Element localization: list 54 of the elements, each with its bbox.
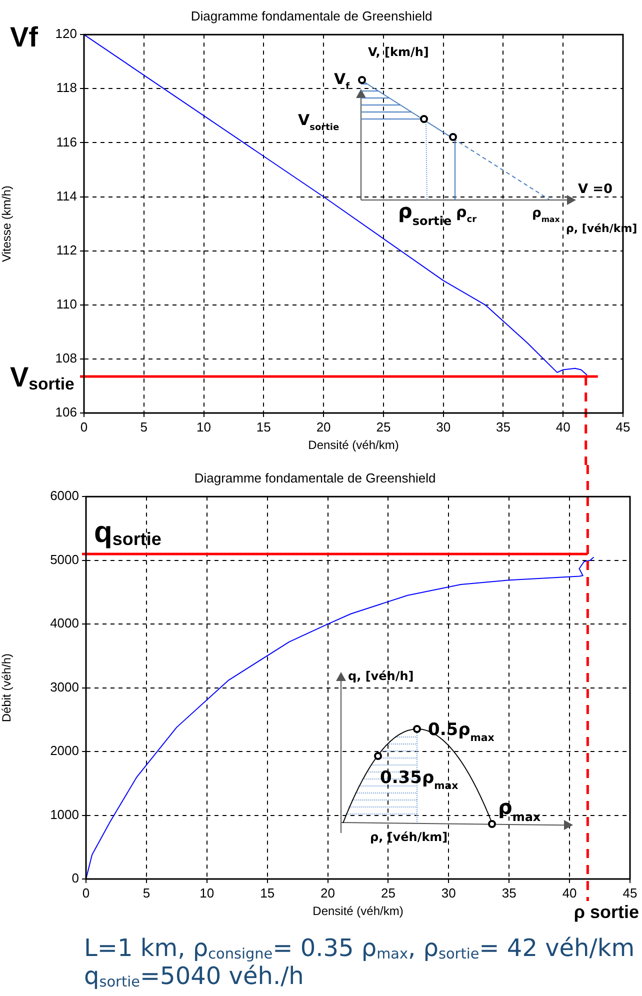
y-tick-label: 3000 <box>50 679 79 694</box>
y-tick-label: 118 <box>56 80 77 96</box>
annotation: ρ$_{max}$ <box>532 206 560 224</box>
x-tick-label: 40 <box>562 885 577 900</box>
x-tick-label: 45 <box>616 419 630 434</box>
x-tick-label: 15 <box>260 885 275 900</box>
x-tick-label: 5 <box>140 419 148 434</box>
x-tick-label: 45 <box>622 885 638 900</box>
y-tick-label: 108 <box>55 350 77 366</box>
x-tick-label: 5 <box>142 885 150 900</box>
x-tick-label: 35 <box>502 885 516 900</box>
annotation: ρ, [véh/km] <box>370 830 448 844</box>
x-tick-label: 15 <box>256 419 271 434</box>
x-tick-label: 30 <box>436 419 451 434</box>
x-tick-label: 20 <box>320 885 336 900</box>
y-tick-label: 0 <box>72 870 79 886</box>
y-tick-label: 116 <box>56 134 77 150</box>
x-tick-label: 10 <box>200 885 214 900</box>
x-tick-label: 25 <box>380 885 396 900</box>
annotation: V =0 <box>578 182 613 197</box>
x-tick-label: 30 <box>441 885 456 900</box>
y-tick-label: 1000 <box>50 806 79 822</box>
annotation: V, [km/h] <box>368 45 429 59</box>
x-tick-label: 0 <box>82 885 90 900</box>
y-tick-label: 5000 <box>50 552 79 567</box>
y-axis-title: Vitesse (km/h) <box>0 186 14 262</box>
x-tick-label: 20 <box>316 419 331 434</box>
y-tick-label: 114 <box>56 188 77 204</box>
annotation: V$_{f}$ <box>334 70 350 92</box>
x-tick-label: 40 <box>556 419 570 434</box>
y-tick-label: 4000 <box>50 616 79 631</box>
y-tick-label: 112 <box>56 242 77 258</box>
annotation: ρ$_{sortie}$ <box>398 199 452 228</box>
y-tick-label: 106 <box>55 404 77 420</box>
annotation: Vf <box>10 22 39 53</box>
x-axis-title: Densité (véh/km) <box>308 438 399 452</box>
x-tick-label: 35 <box>496 419 510 434</box>
y-tick-label: 120 <box>55 26 77 42</box>
annotation: q, [véh/h] <box>348 669 414 683</box>
y-tick-label: 110 <box>56 296 77 312</box>
chart-title: Diagramme fondamentale de Greenshield <box>194 470 436 486</box>
ref-line-label: qsortie <box>94 516 162 549</box>
chart-title: Diagramme fondamentale de Greenshield <box>190 8 432 24</box>
y-tick-label: 6000 <box>50 488 79 504</box>
x-tick-label: 10 <box>196 419 212 434</box>
y-tick-label: 2000 <box>50 743 79 758</box>
x-tick-label: 25 <box>376 419 391 434</box>
y-axis-title: Débit (véh/h) <box>0 653 14 722</box>
x-axis-title: Densité (véh/km) <box>312 904 404 918</box>
annotation: 0.35ρ$_{max}$ <box>380 768 459 792</box>
annotation: ρ$_{cr}$ <box>456 203 478 225</box>
annotation: 0.5ρ$_{max}$ <box>428 720 495 744</box>
ref-line-label: ρ sortie <box>574 902 640 922</box>
annotation: V$_{sortie}$ <box>298 111 340 133</box>
